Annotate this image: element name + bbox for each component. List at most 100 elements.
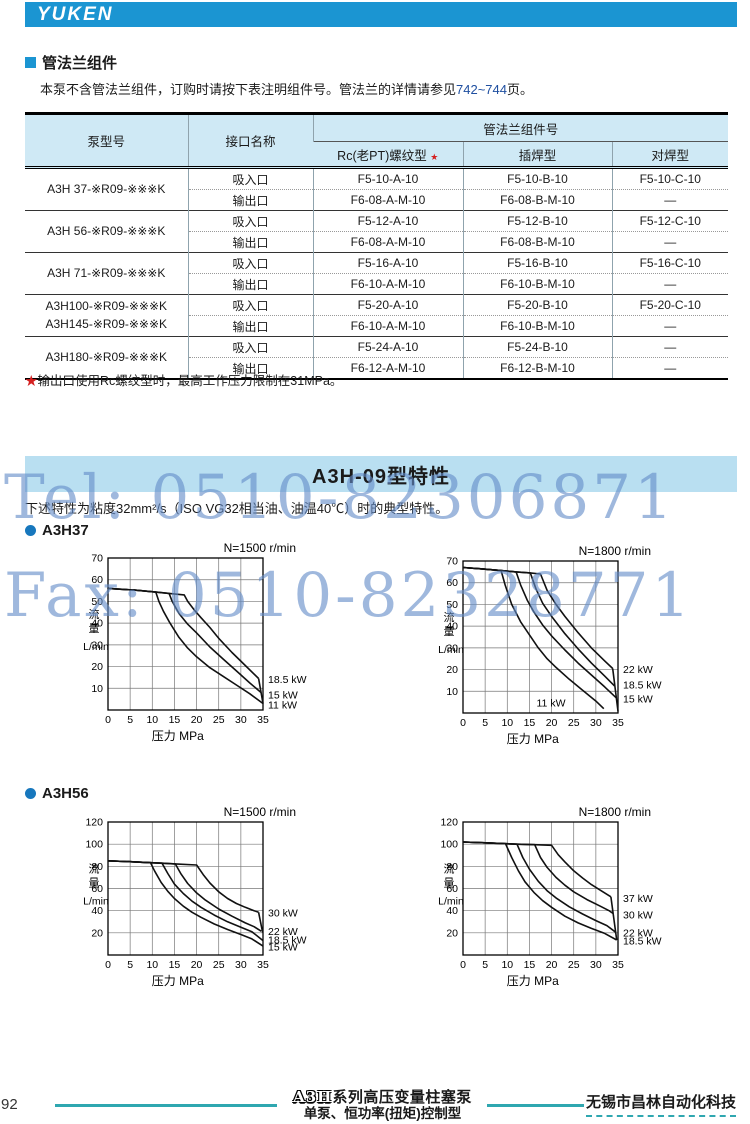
svg-text:10: 10: [446, 686, 458, 698]
port-cell: 吸入口: [187, 336, 313, 358]
flange-intro-prefix: 本泵不含管法兰组件，订购时请按下表注明组件号。管法兰的详情请参见: [40, 82, 457, 97]
svg-text:量: 量: [89, 622, 100, 635]
svg-text:流: 流: [89, 862, 100, 876]
port-cell: 吸入口: [187, 294, 313, 316]
footer-rule-right: [487, 1104, 584, 1107]
model-cell: A3H 71-※R09-※※※K: [25, 253, 188, 295]
svg-text:25: 25: [568, 717, 580, 729]
model-text: A3H 37-※R09-※※※K: [47, 181, 166, 196]
model-cell: A3H100-※R09-※※※K A3H145-※R09-※※※K: [25, 295, 188, 337]
svg-text:15 kW: 15 kW: [268, 689, 298, 701]
svg-text:15: 15: [524, 959, 536, 971]
flange-section-heading: 管法兰组件: [25, 52, 117, 73]
svg-text:100: 100: [440, 839, 458, 851]
svg-text:37 kW: 37 kW: [623, 893, 653, 905]
flange-table: 泵型号 接口名称 管法兰组件号 Rc(老PT)螺纹型 ★ 插焊型 对焊型 A3H…: [25, 112, 728, 380]
series-subtitle: 单泵、恒功率(扭矩)控制型: [303, 1106, 462, 1122]
svg-text:N=1500 r/min: N=1500 r/min: [224, 542, 296, 555]
rc-header-star: ★: [430, 151, 439, 162]
svg-text:22 kW: 22 kW: [623, 927, 653, 939]
svg-text:15: 15: [169, 714, 181, 726]
butt-cell: —: [611, 357, 728, 379]
butt-cell: —: [611, 336, 728, 358]
svg-text:20: 20: [546, 959, 558, 971]
svg-text:30 kW: 30 kW: [268, 907, 298, 919]
socket-cell: F6-12-B-M-10: [462, 357, 612, 379]
footer-series-title: A3H系列高压变量柱塞泵 单泵、恒功率(扭矩)控制型: [270, 1088, 495, 1122]
svg-text:0: 0: [105, 714, 111, 726]
svg-text:20: 20: [91, 661, 103, 673]
rc-cell: F6-12-A-M-10: [312, 357, 463, 379]
table-group-a3h71: A3H 71-※R09-※※※K 吸入口 F5-16-A-10 F5-16-B-…: [25, 252, 728, 295]
model-cell: A3H180-※R09-※※※K: [25, 337, 188, 380]
socket-cell: F6-10-B-M-10: [462, 315, 612, 337]
svg-text:N=1800 r/min: N=1800 r/min: [579, 545, 651, 558]
svg-text:20: 20: [446, 927, 458, 939]
svg-text:60: 60: [91, 883, 103, 895]
port-cell: 输出口: [187, 273, 313, 295]
svg-text:30: 30: [590, 717, 602, 729]
svg-text:15 kW: 15 kW: [268, 942, 298, 954]
svg-text:压力 MPa: 压力 MPa: [152, 729, 204, 743]
svg-text:35: 35: [257, 959, 269, 971]
footer-rule-left: [55, 1104, 277, 1107]
svg-text:5: 5: [482, 959, 488, 971]
svg-text:120: 120: [440, 817, 458, 829]
rc-cell: F6-08-A-M-10: [312, 189, 463, 211]
blue-circle-bullet-icon: [25, 788, 36, 799]
svg-text:30: 30: [235, 714, 247, 726]
model-label-a3h37: A3H37: [25, 522, 89, 539]
svg-text:L/min: L/min: [83, 896, 109, 908]
svg-text:11 kW: 11 kW: [537, 698, 566, 710]
svg-text:量: 量: [444, 625, 455, 638]
socket-cell: F5-24-B-10: [462, 336, 612, 358]
model-label-a3h56: A3H56: [25, 785, 89, 802]
flange-intro-suffix: 页。: [507, 82, 534, 97]
svg-text:25: 25: [213, 714, 225, 726]
svg-text:11 kW: 11 kW: [268, 700, 297, 712]
rc-cell: F5-16-A-10: [312, 252, 463, 274]
svg-text:35: 35: [612, 717, 624, 729]
svg-text:40: 40: [91, 905, 103, 917]
svg-text:0: 0: [460, 717, 466, 729]
table-group-a3h180: A3H180-※R09-※※※K 吸入口 F5-24-A-10 F5-24-B-…: [25, 336, 728, 380]
svg-text:10: 10: [501, 959, 513, 971]
svg-text:15: 15: [169, 959, 181, 971]
yuken-logo: YUKEN: [37, 4, 114, 25]
characteristics-banner: A3H-09型特性: [25, 456, 737, 492]
characteristics-title: A3H-09型特性: [312, 465, 450, 488]
rc-cell: F5-12-A-10: [312, 210, 463, 232]
svg-text:压力 MPa: 压力 MPa: [507, 974, 559, 988]
model-text: A3H 56-※R09-※※※K: [47, 223, 166, 238]
socket-cell: F5-12-B-10: [462, 210, 612, 232]
svg-text:25: 25: [213, 959, 225, 971]
svg-text:N=1500 r/min: N=1500 r/min: [224, 806, 296, 819]
col-header-group: 管法兰组件号: [312, 113, 728, 142]
footnote-text: 输出口使用Rc螺纹型时，最高工作压力限制在31MPa。: [37, 374, 343, 388]
port-cell: 吸入口: [187, 167, 313, 190]
col-header-butt: 对焊型: [611, 141, 728, 168]
chart-a3h56-n1800: 0 5 10 15 20 25 30 35 20 40 60 80 100 120 18.5 kW 22 kW…: [435, 805, 750, 1026]
svg-text:35: 35: [612, 959, 624, 971]
rc-cell: F6-10-A-M-10: [312, 315, 463, 337]
svg-text:15: 15: [524, 717, 536, 729]
svg-text:18.5 kW: 18.5 kW: [268, 935, 307, 947]
svg-text:18.5 kW: 18.5 kW: [268, 674, 307, 686]
col-header-rc: Rc(老PT)螺纹型 ★: [313, 141, 463, 168]
model-cell: A3H 56-※R09-※※※K: [25, 211, 188, 253]
svg-text:N=1800 r/min: N=1800 r/min: [579, 806, 651, 819]
blue-square-bullet-icon: [25, 57, 36, 68]
page-reference-link[interactable]: 742~744: [456, 82, 507, 97]
svg-text:30: 30: [91, 639, 103, 651]
svg-text:40: 40: [91, 618, 103, 630]
chart-a3h56-n1500: 0 5 10 15 20 25 30 35 20 40 60 80 100 120 15 kW 18.5 kW…: [80, 805, 395, 1026]
svg-text:120: 120: [85, 817, 103, 829]
blue-circle-bullet-icon: [25, 525, 36, 536]
svg-text:流: 流: [444, 862, 455, 876]
socket-cell: F6-10-B-M-10: [462, 273, 612, 295]
butt-cell: —: [611, 231, 728, 253]
model-label-text: A3H56: [42, 785, 89, 802]
svg-text:量: 量: [89, 877, 100, 890]
svg-text:60: 60: [91, 574, 103, 586]
